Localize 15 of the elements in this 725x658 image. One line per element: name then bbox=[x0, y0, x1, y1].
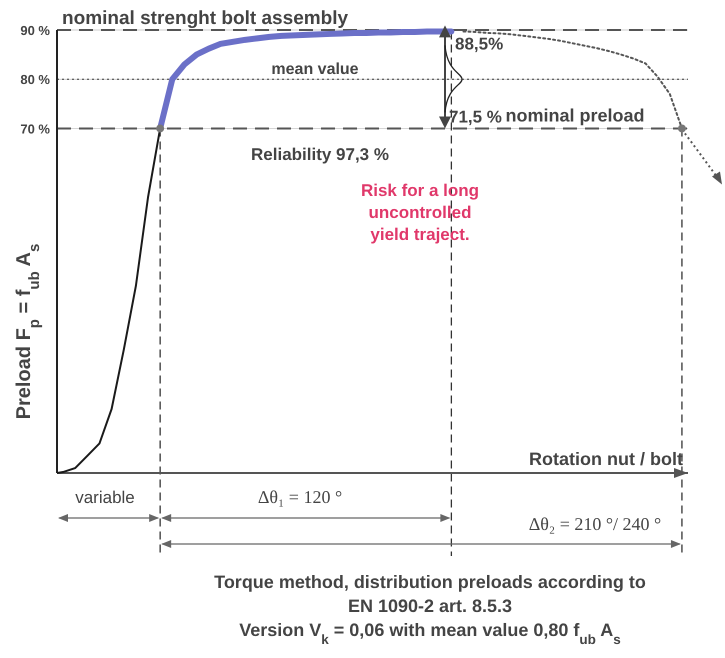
x-axis-title: Rotation nut / bolt bbox=[529, 449, 683, 469]
y-tick-label: 70 % bbox=[20, 121, 50, 136]
ref-line-label: nominal strenght bolt assembly bbox=[62, 8, 349, 29]
text: Δθ₂ = 210 °/ 240 ° bbox=[528, 514, 662, 534]
text: variable bbox=[75, 488, 135, 507]
text: Torque method, distribution preloads according to EN 1090-2 art. 8.5.3 bbox=[214, 572, 646, 616]
ref-line-label: nominal preload bbox=[505, 105, 645, 126]
y-tick-label: 80 % bbox=[20, 72, 50, 88]
ref-line-label: mean value bbox=[271, 61, 359, 78]
y-tick-label: 90 % bbox=[20, 23, 50, 38]
annotation: 71,5 % bbox=[449, 107, 502, 126]
annotation: 88,5% bbox=[455, 34, 504, 54]
text: Δθ₁ = 120 ° bbox=[258, 487, 342, 507]
annotation: Reliability 97,3 % bbox=[251, 145, 389, 164]
text: Version V$_{k}$ = 0,06 with mean value 0,80 f$_{ub}$ A$_{s}$ bbox=[239, 620, 621, 646]
